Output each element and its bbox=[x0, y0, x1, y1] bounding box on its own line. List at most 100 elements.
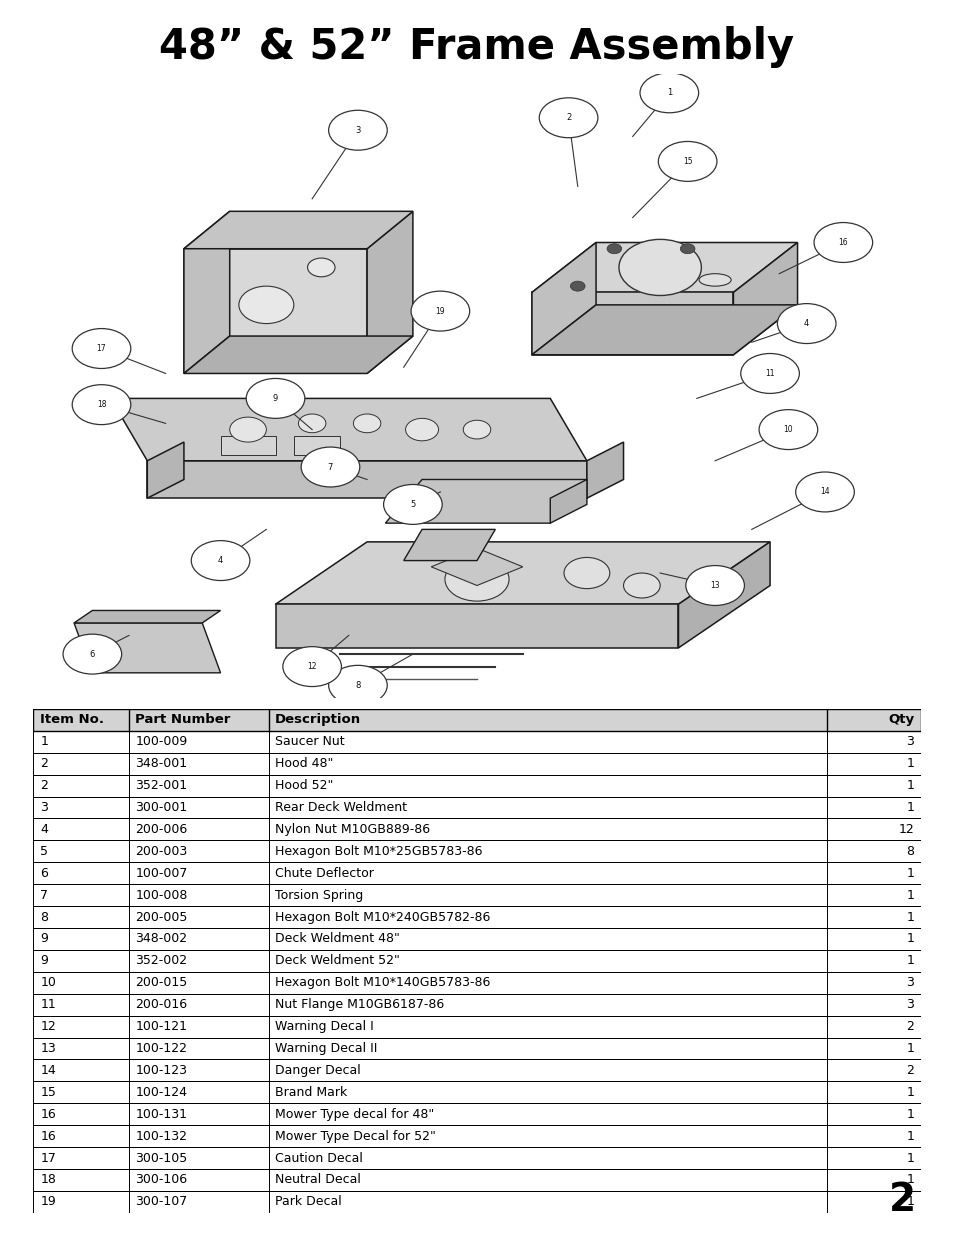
Text: 200-016: 200-016 bbox=[135, 998, 188, 1011]
Bar bbox=[33, 819, 920, 840]
Text: 12: 12 bbox=[307, 662, 316, 671]
Circle shape bbox=[307, 258, 335, 277]
Polygon shape bbox=[532, 242, 596, 354]
Text: 13: 13 bbox=[40, 1042, 56, 1055]
Text: 300-107: 300-107 bbox=[135, 1195, 188, 1208]
Polygon shape bbox=[184, 336, 413, 373]
Circle shape bbox=[795, 472, 854, 513]
Bar bbox=[33, 1060, 920, 1082]
Circle shape bbox=[740, 353, 799, 394]
Bar bbox=[33, 709, 920, 731]
Text: 200-003: 200-003 bbox=[135, 845, 188, 858]
Text: 1: 1 bbox=[905, 867, 913, 879]
Circle shape bbox=[328, 666, 387, 705]
Circle shape bbox=[685, 566, 743, 605]
Text: 11: 11 bbox=[40, 998, 56, 1011]
Text: 48” & 52” Frame Assembly: 48” & 52” Frame Assembly bbox=[159, 26, 794, 68]
Text: 14: 14 bbox=[40, 1063, 56, 1077]
Polygon shape bbox=[403, 530, 495, 561]
Circle shape bbox=[759, 410, 817, 450]
Text: 15: 15 bbox=[40, 1086, 56, 1099]
Text: 1: 1 bbox=[666, 89, 671, 98]
Text: 100-122: 100-122 bbox=[135, 1042, 187, 1055]
Bar bbox=[33, 1015, 920, 1037]
Circle shape bbox=[72, 329, 131, 368]
Text: 11: 11 bbox=[764, 369, 774, 378]
Text: Saucer Nut: Saucer Nut bbox=[274, 735, 344, 748]
Circle shape bbox=[606, 243, 621, 253]
Text: Hexagon Bolt M10*140GB5783-86: Hexagon Bolt M10*140GB5783-86 bbox=[274, 976, 490, 989]
Text: Rear Deck Weldment: Rear Deck Weldment bbox=[274, 802, 406, 814]
Polygon shape bbox=[532, 293, 733, 354]
Text: 2: 2 bbox=[905, 1063, 913, 1077]
Text: Danger Decal: Danger Decal bbox=[274, 1063, 360, 1077]
Bar bbox=[33, 1103, 920, 1125]
Text: Part Number: Part Number bbox=[135, 714, 231, 726]
Text: 18: 18 bbox=[96, 400, 106, 409]
Text: Hood 48": Hood 48" bbox=[274, 757, 333, 771]
Circle shape bbox=[679, 243, 694, 253]
Circle shape bbox=[191, 541, 250, 580]
Circle shape bbox=[777, 304, 835, 343]
Ellipse shape bbox=[699, 274, 730, 287]
Text: 10: 10 bbox=[782, 425, 792, 433]
Bar bbox=[33, 752, 920, 774]
Polygon shape bbox=[275, 604, 678, 648]
Text: 348-001: 348-001 bbox=[135, 757, 188, 771]
Circle shape bbox=[282, 647, 341, 687]
Circle shape bbox=[563, 557, 609, 589]
Text: 16: 16 bbox=[838, 238, 847, 247]
Bar bbox=[33, 1082, 920, 1103]
Text: 7: 7 bbox=[328, 463, 333, 472]
Text: 100-132: 100-132 bbox=[135, 1130, 187, 1142]
Text: 100-124: 100-124 bbox=[135, 1086, 187, 1099]
Circle shape bbox=[246, 378, 305, 419]
Text: 6: 6 bbox=[40, 867, 49, 879]
Text: 2: 2 bbox=[40, 779, 49, 792]
Text: 12: 12 bbox=[40, 1020, 56, 1032]
Text: 3: 3 bbox=[40, 802, 49, 814]
Text: 100-131: 100-131 bbox=[135, 1108, 187, 1120]
Text: 10: 10 bbox=[40, 976, 56, 989]
Circle shape bbox=[405, 419, 438, 441]
Text: 348-002: 348-002 bbox=[135, 932, 188, 946]
Circle shape bbox=[298, 414, 326, 432]
Polygon shape bbox=[147, 461, 586, 498]
Text: Torsion Spring: Torsion Spring bbox=[274, 889, 362, 902]
Text: 17: 17 bbox=[96, 345, 106, 353]
Text: 100-007: 100-007 bbox=[135, 867, 188, 879]
Circle shape bbox=[238, 287, 294, 324]
Text: 9: 9 bbox=[273, 394, 278, 403]
Text: 300-105: 300-105 bbox=[135, 1151, 188, 1165]
Text: 1: 1 bbox=[905, 1130, 913, 1142]
Polygon shape bbox=[74, 610, 220, 622]
Bar bbox=[33, 1170, 920, 1191]
Text: Neutral Decal: Neutral Decal bbox=[274, 1173, 360, 1187]
Text: 7: 7 bbox=[40, 889, 49, 902]
Text: Warning Decal II: Warning Decal II bbox=[274, 1042, 376, 1055]
Polygon shape bbox=[294, 436, 339, 454]
Polygon shape bbox=[733, 242, 797, 354]
Text: 1: 1 bbox=[905, 757, 913, 771]
Text: 9: 9 bbox=[40, 955, 49, 967]
Text: 100-123: 100-123 bbox=[135, 1063, 187, 1077]
Text: Caution Decal: Caution Decal bbox=[274, 1151, 362, 1165]
Text: 19: 19 bbox=[436, 306, 445, 316]
Text: 16: 16 bbox=[40, 1108, 56, 1120]
Text: 5: 5 bbox=[410, 500, 416, 509]
Circle shape bbox=[658, 142, 717, 182]
Text: 12: 12 bbox=[898, 823, 913, 836]
Polygon shape bbox=[184, 248, 367, 373]
Polygon shape bbox=[532, 242, 797, 293]
Polygon shape bbox=[586, 442, 623, 498]
Text: 8: 8 bbox=[40, 910, 49, 924]
Text: 8: 8 bbox=[355, 680, 360, 690]
Text: 2: 2 bbox=[40, 757, 49, 771]
Circle shape bbox=[463, 420, 490, 438]
Polygon shape bbox=[550, 479, 586, 524]
Bar bbox=[33, 840, 920, 862]
Text: 14: 14 bbox=[820, 488, 829, 496]
Text: 8: 8 bbox=[905, 845, 913, 858]
Text: 3: 3 bbox=[905, 735, 913, 748]
Text: 15: 15 bbox=[682, 157, 692, 165]
